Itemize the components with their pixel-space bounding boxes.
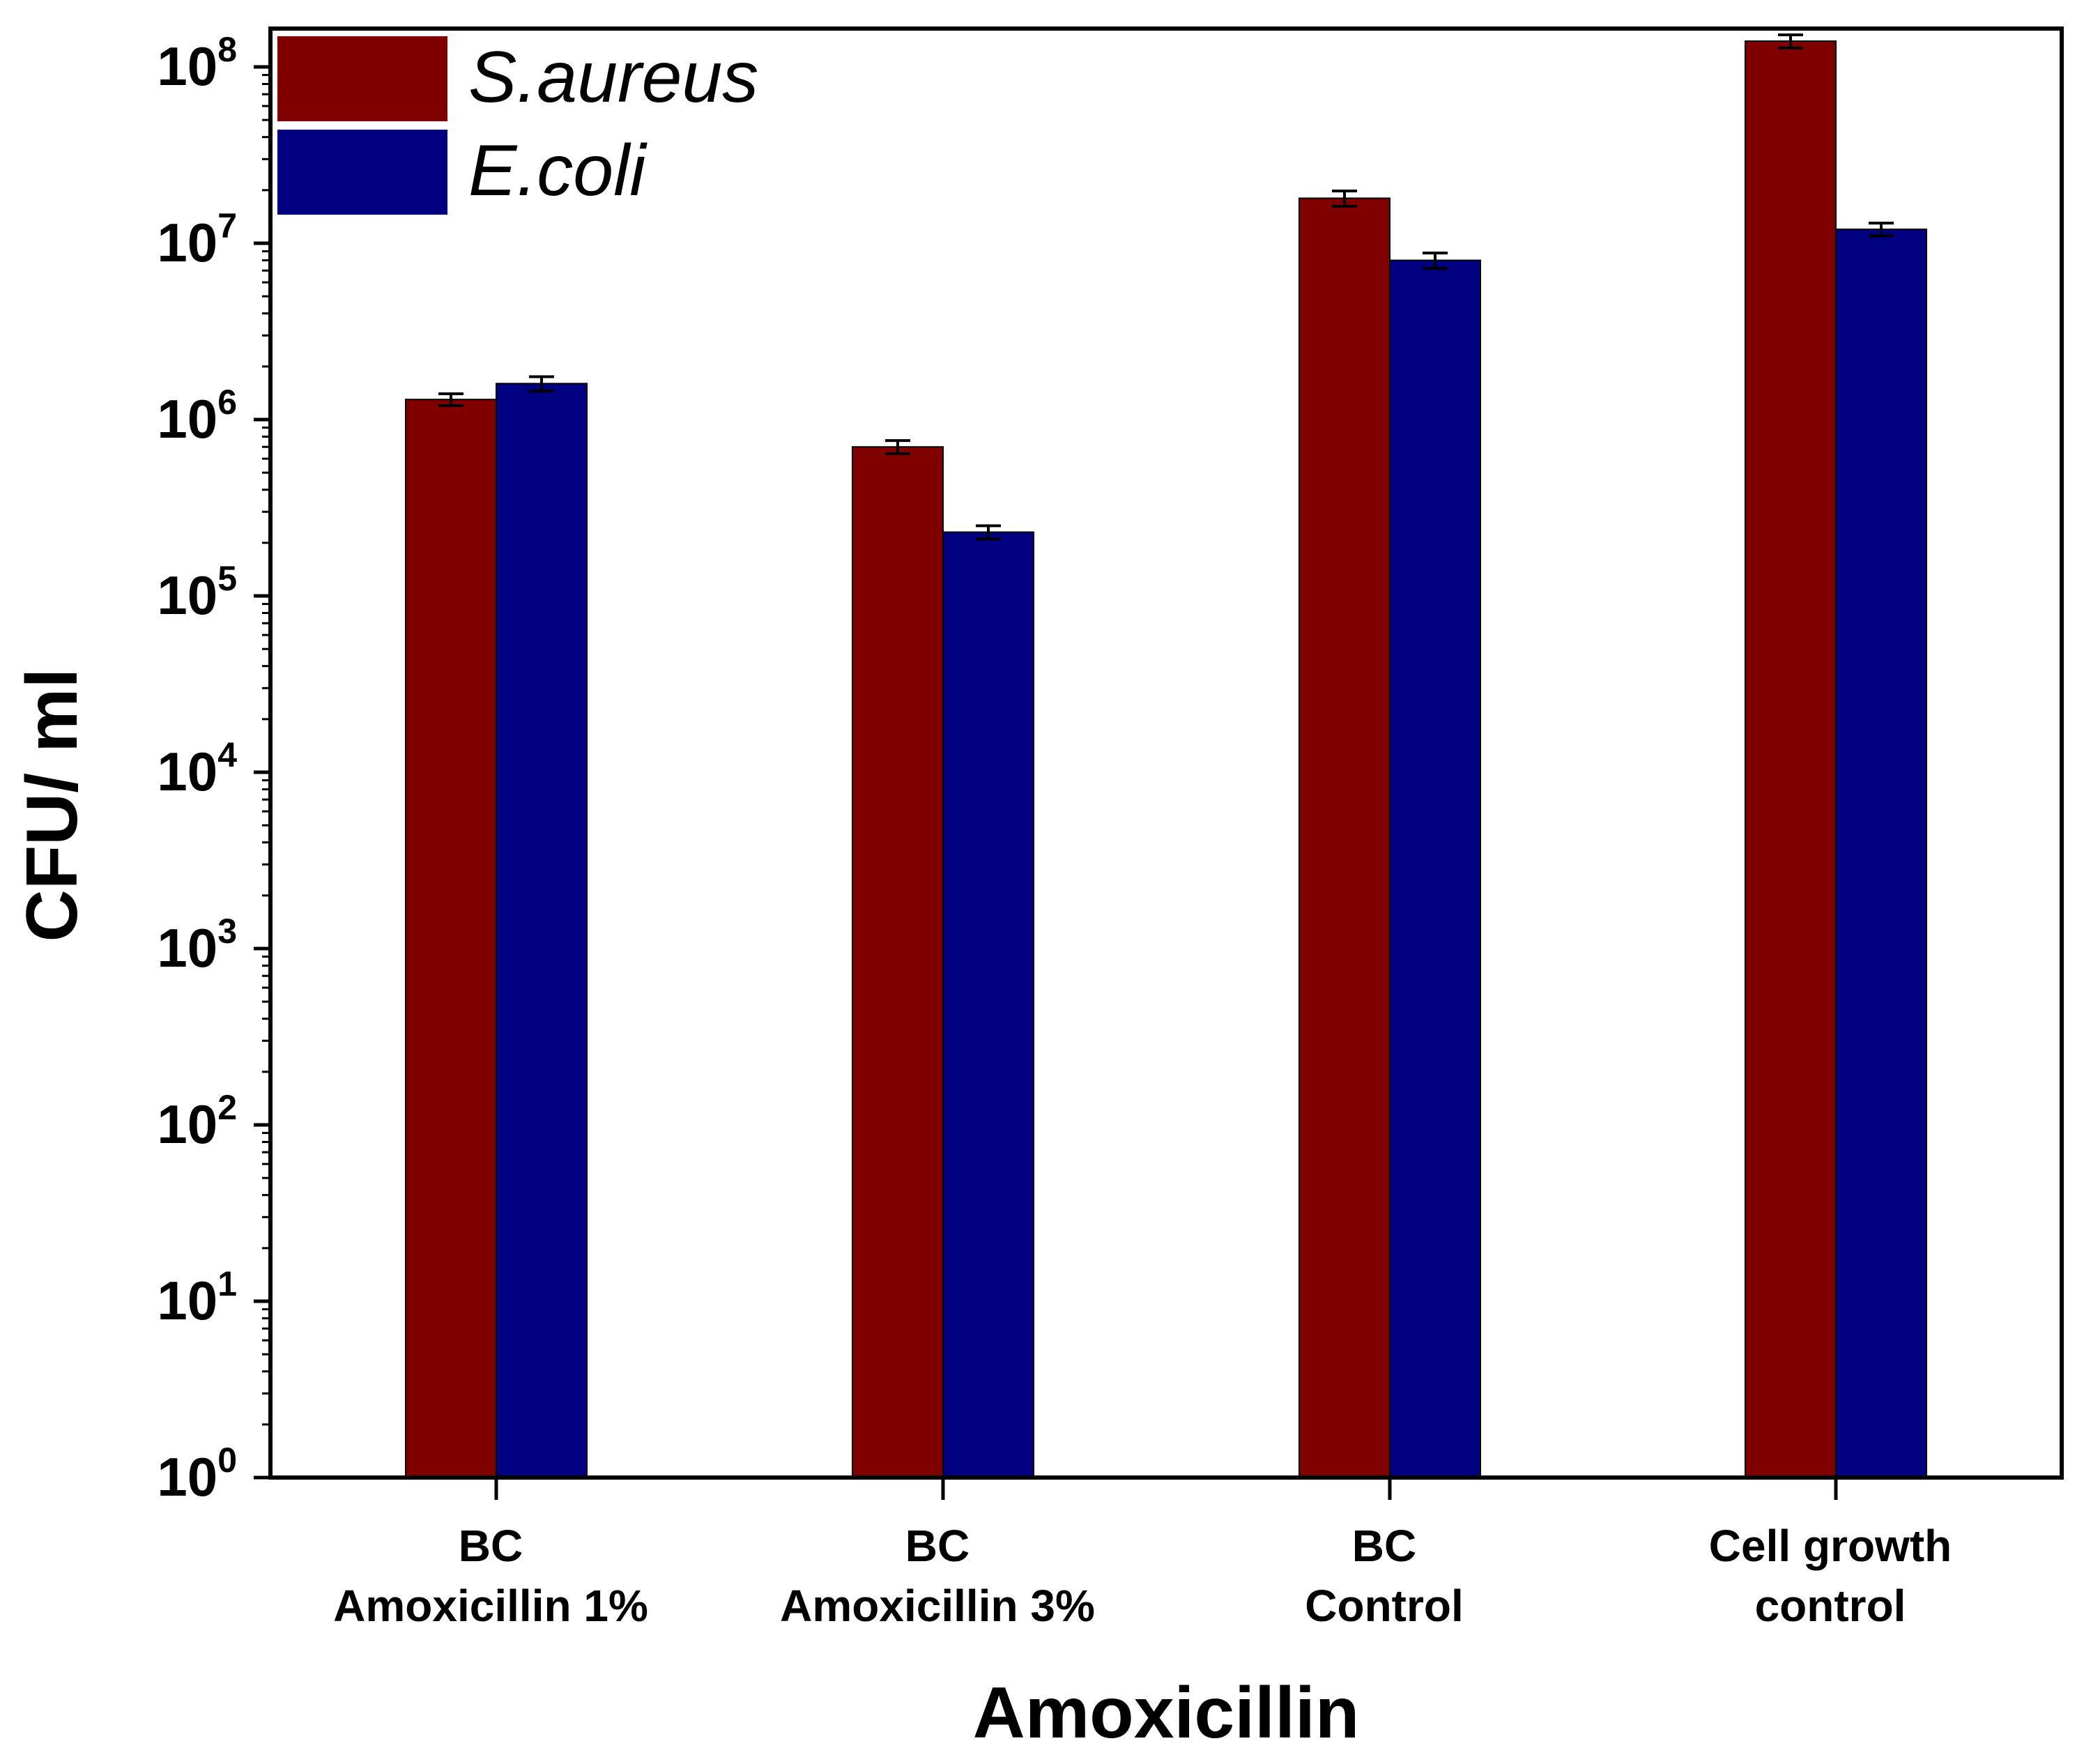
x-tick-label: BC	[905, 1521, 970, 1571]
x-tick-label: BC	[1352, 1521, 1416, 1571]
error-bar-e-coli-1	[976, 524, 1001, 541]
plot-frame	[268, 26, 2064, 1480]
y-axis-title: CFU/ ml	[12, 668, 93, 942]
y-tick-label: 102	[157, 1088, 237, 1155]
bar-e-coli-0	[496, 383, 588, 1478]
legend-label-s-aureus: S.aureus	[468, 37, 758, 118]
legend-swatch-e-coli	[277, 130, 447, 215]
y-tick-label: 103	[157, 912, 237, 979]
y-tick-label: 107	[157, 206, 237, 273]
x-tick-label: Control	[1305, 1581, 1464, 1631]
error-bar-s-aureus-1	[885, 439, 910, 456]
bar-s-aureus-3	[1745, 40, 1837, 1479]
error-bars-layer	[438, 33, 1894, 541]
bar-s-aureus-2	[1298, 197, 1390, 1479]
bar-s-aureus-1	[852, 446, 944, 1478]
legend-swatch-s-aureus	[277, 36, 447, 121]
y-tick-label: 105	[157, 559, 237, 626]
bar-e-coli-2	[1389, 259, 1481, 1479]
bar-s-aureus-0	[405, 399, 497, 1478]
error-bar-s-aureus-3	[1778, 33, 1803, 49]
error-bar-e-coli-2	[1423, 252, 1448, 270]
x-axis: BC Amoxicillin 1% BC Amoxicillin 3% BC Contro…	[333, 1478, 1952, 1631]
error-bar-s-aureus-2	[1332, 189, 1357, 208]
x-tick-label: Amoxicillin 3%	[780, 1581, 1095, 1631]
x-tick-label: Amoxicillin 1%	[333, 1581, 648, 1631]
error-bar-e-coli-3	[1869, 222, 1894, 238]
y-tick-label: 101	[157, 1264, 237, 1331]
legend: S.aureus E.coli	[277, 36, 758, 215]
x-tick-label: Cell growth	[1709, 1521, 1952, 1571]
y-tick-label: 104	[157, 735, 237, 802]
y-axis: 100 101 102 103 104 105 106 107 108	[157, 30, 270, 1508]
error-bar-e-coli-0	[529, 375, 554, 393]
y-tick-label: 106	[157, 383, 237, 450]
x-axis-title: Amoxicillin	[973, 1673, 1360, 1754]
error-bar-s-aureus-0	[438, 392, 463, 407]
x-tick-label: control	[1755, 1581, 1906, 1631]
bar-e-coli-1	[942, 531, 1034, 1478]
bars-layer	[405, 40, 1927, 1479]
x-tick-label: BC	[459, 1521, 523, 1571]
y-tick-label: 100	[157, 1441, 237, 1508]
legend-label-e-coli: E.coli	[468, 130, 648, 211]
bar-e-coli-3	[1835, 228, 1927, 1478]
y-tick-label: 108	[157, 30, 237, 97]
